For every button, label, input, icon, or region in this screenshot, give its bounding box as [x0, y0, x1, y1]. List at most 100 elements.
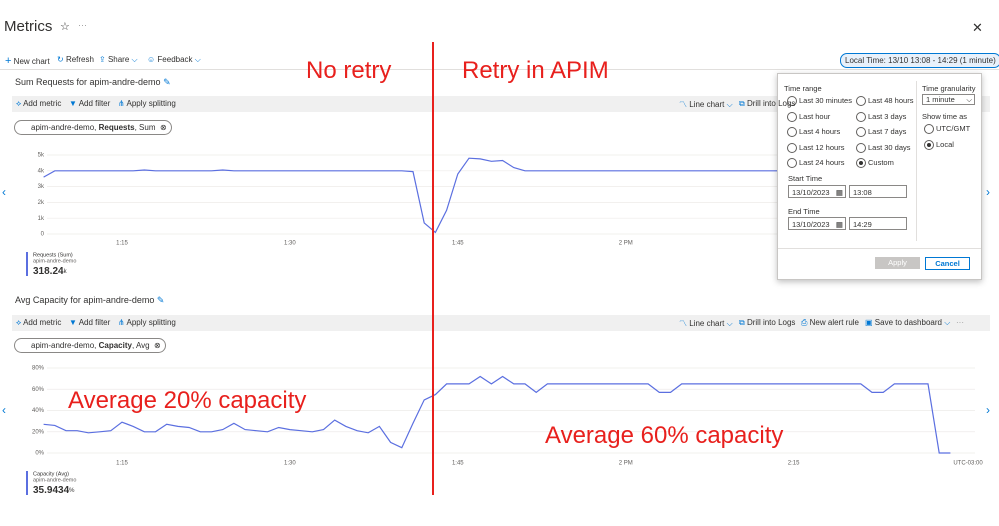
label: New alert rule	[809, 318, 859, 327]
label: Add metric	[23, 318, 62, 327]
divider-annotation	[432, 42, 434, 495]
value: 13/10/2023	[792, 220, 830, 229]
chart-action[interactable]: ⋔ Apply splitting	[118, 99, 176, 108]
chart-action[interactable]: ⟡ Add metric	[16, 99, 62, 108]
title: Avg Capacity for apim-andre-demo	[15, 295, 155, 305]
radio[interactable]	[924, 140, 934, 150]
label: Apply splitting	[126, 318, 176, 327]
chart-action[interactable]: 〽 Line chart ⌵	[679, 100, 733, 109]
y-tick-label: 4k	[38, 168, 45, 174]
divider	[778, 248, 981, 249]
chart-title: Sum Requests for apim-andre-demo ✎	[15, 77, 171, 87]
next-arrow[interactable]: ›	[986, 185, 990, 199]
radio[interactable]	[924, 124, 934, 134]
more[interactable]: ···	[956, 318, 964, 327]
close[interactable]: ✕	[972, 20, 983, 35]
timezone: UTC-03:00	[953, 461, 983, 467]
option-label: Last 3 days	[868, 111, 907, 121]
granularity-select[interactable]: 1 minute ⌵	[922, 94, 975, 105]
annotation: No retry	[306, 57, 392, 84]
radio[interactable]	[856, 142, 866, 153]
summary-value: 35.9434%	[33, 485, 75, 496]
legend-name: Capacity (Avg)	[33, 471, 69, 477]
x-tick-label: 1:30	[284, 461, 296, 467]
x-tick-label: 1:45	[452, 241, 464, 247]
radio[interactable]	[787, 142, 797, 153]
cancel-button[interactable]: Cancel	[925, 257, 970, 270]
radio[interactable]	[856, 96, 866, 106]
prev-arrow[interactable]: ‹	[2, 403, 6, 417]
label: Line chart	[689, 319, 725, 328]
metric-pill[interactable]: apim-andre-demo, Capacity, Avg ⊗	[14, 338, 166, 353]
x-tick-label: 1:15	[116, 241, 128, 247]
value: 13/10/2023	[792, 188, 830, 197]
more[interactable]: ···	[78, 20, 87, 30]
y-tick-label: 1k	[38, 216, 45, 222]
favorite[interactable]: ☆	[60, 21, 70, 33]
chart-action[interactable]: ▼ Add filter	[69, 99, 111, 108]
chart-toolbar	[12, 315, 990, 331]
option-label: Last 30 days	[868, 142, 911, 152]
label: Time granularity	[922, 84, 976, 93]
time-range-button[interactable]: Local Time: 13/10 13:08 - 14:29 (1 minut…	[840, 53, 999, 68]
radio[interactable]	[787, 96, 797, 106]
refresh[interactable]: ↻ Refresh	[57, 55, 94, 64]
start-time[interactable]: 13:08	[849, 185, 907, 198]
feedback[interactable]: ☺ Feedback ⌵	[147, 55, 201, 64]
option-label: Last 30 minutes	[799, 96, 852, 105]
end-time[interactable]: 14:29	[849, 217, 907, 230]
chart-action[interactable]: ▣ Save to dashboard ⌵	[865, 318, 951, 327]
unit: k	[64, 269, 68, 275]
label: Show time as	[922, 112, 968, 121]
annotation: Retry in APIM	[462, 57, 609, 84]
label: Time range	[784, 84, 822, 93]
share[interactable]: ⇪ Share ⌵	[99, 55, 138, 64]
annotation: Average 20% capacity	[68, 387, 307, 414]
option-label: Last 4 hours	[799, 127, 841, 136]
label: Add filter	[78, 318, 111, 327]
prev-arrow[interactable]: ‹	[2, 185, 6, 199]
legend-swatch	[26, 252, 28, 276]
option-label: Last 48 hours	[868, 96, 914, 105]
chart-action[interactable]: ⟡ Add metric	[16, 318, 62, 327]
x-tick-label: 2:15	[788, 461, 800, 467]
radio[interactable]	[856, 111, 866, 122]
unit: %	[69, 488, 75, 494]
metric-pill[interactable]: apim-andre-demo, Requests, Sum ⊗	[14, 120, 172, 135]
option-label: UTC/GMT	[936, 124, 971, 133]
label: Apply splitting	[126, 99, 176, 108]
new-chart[interactable]: + New chart	[5, 55, 50, 67]
y-tick-label: 2k	[38, 200, 45, 206]
start-date[interactable]: 13/10/2023 ▦	[788, 185, 846, 198]
label: Drill into Logs	[746, 99, 796, 108]
radio[interactable]	[787, 127, 797, 137]
chart-action[interactable]: ⎙ New alert rule	[801, 318, 859, 327]
label: Drill into Logs	[746, 318, 796, 327]
time-picker: Time range Start Time 13/10/2023 ▦ 13:08 …	[777, 73, 982, 280]
x-tick-label: 1:45	[452, 461, 464, 467]
chart-action[interactable]: 〽 Line chart ⌵	[679, 319, 733, 328]
chart-action[interactable]: ⋔ Apply splitting	[118, 318, 176, 327]
chart-action[interactable]: ▼ Add filter	[69, 318, 111, 327]
next-arrow[interactable]: ›	[986, 403, 990, 417]
x-tick-label: 2 PM	[619, 461, 633, 467]
chart-action[interactable]: ⧉ Drill into Logs	[739, 318, 796, 327]
x-tick-label: 1:30	[284, 241, 296, 247]
radio[interactable]	[856, 127, 866, 137]
y-tick-label: 3k	[38, 184, 45, 190]
y-tick-label: 0%	[35, 451, 44, 457]
aggregation: , Avg	[131, 341, 150, 350]
apply-button[interactable]: Apply	[875, 257, 920, 269]
radio[interactable]	[787, 111, 797, 122]
legend-name: Requests (Sum)	[33, 252, 73, 258]
radio[interactable]	[856, 158, 866, 168]
value: 318.24	[33, 266, 64, 277]
label: Refresh	[65, 55, 94, 64]
end-date[interactable]: 13/10/2023 ▦	[788, 217, 846, 230]
chart-title: Avg Capacity for apim-andre-demo ✎	[15, 295, 165, 305]
y-tick-label: 20%	[32, 429, 45, 435]
chart-action[interactable]: ⧉ Drill into Logs	[739, 99, 796, 108]
y-tick-label: 60%	[32, 387, 45, 393]
resource: apim-andre-demo,	[31, 123, 99, 132]
radio[interactable]	[787, 158, 797, 168]
